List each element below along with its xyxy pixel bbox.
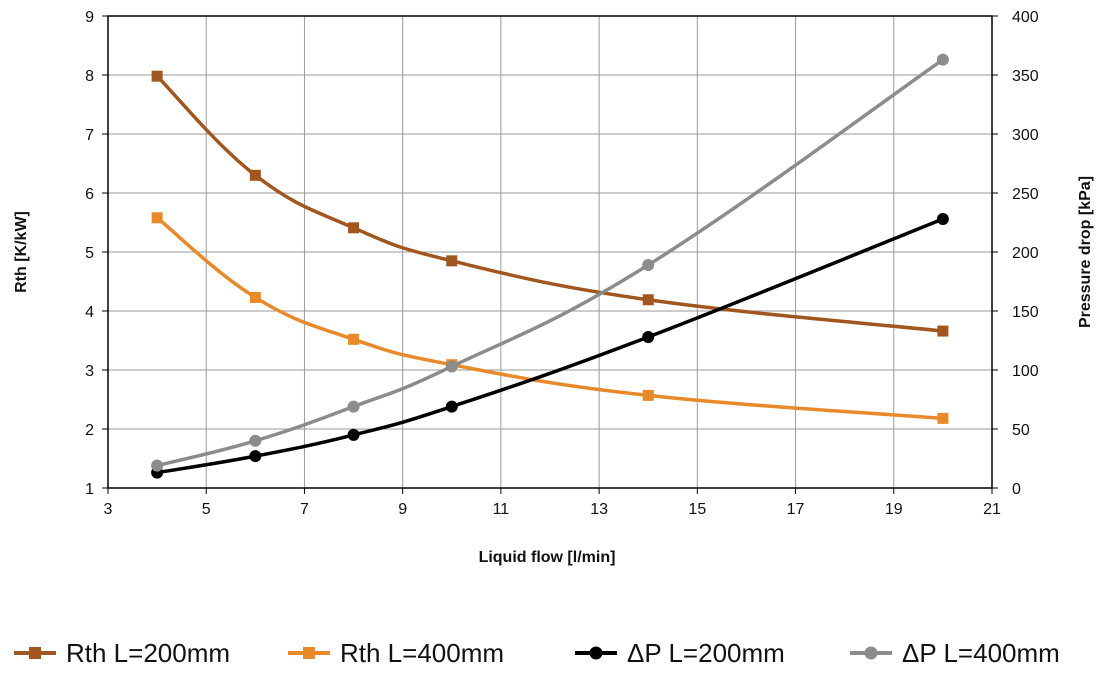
data-point (445, 400, 458, 413)
left-tick-label: 8 (85, 68, 94, 85)
right-tick-label: 50 (1012, 422, 1030, 439)
legend-swatch-marker (29, 647, 41, 659)
legend-swatch-marker (589, 646, 603, 660)
data-point (937, 412, 949, 424)
left-tick-label: 5 (85, 245, 94, 262)
data-point (249, 450, 262, 463)
left-tick-label: 6 (85, 186, 94, 203)
data-point (936, 212, 949, 225)
data-point (249, 169, 261, 181)
right-tick-label: 150 (1012, 304, 1039, 321)
data-point (151, 212, 163, 224)
data-point (642, 294, 654, 306)
data-point (348, 333, 360, 345)
legend-label: ΔP L=400mm (902, 638, 1060, 668)
data-point (642, 330, 655, 343)
series-2 (151, 212, 949, 424)
legend-label: Rth L=400mm (340, 638, 504, 668)
legend: Rth L=200mm Rth L=400mm ΔP L=200mm ΔP L=400… (14, 638, 1060, 668)
right-tick-label: 250 (1012, 186, 1039, 203)
x-tick-label: 11 (493, 501, 510, 518)
x-tick-label: 19 (885, 501, 903, 518)
right-tick-label: 400 (1012, 9, 1039, 26)
legend-item: Rth L=200mm (14, 638, 230, 668)
data-point (642, 389, 654, 401)
data-point (249, 434, 262, 447)
data-point (642, 258, 655, 271)
left-tick-label: 2 (85, 422, 94, 439)
right-tick-label: 200 (1012, 245, 1039, 262)
right-tick-label: 350 (1012, 68, 1039, 85)
legend-label: Rth L=200mm (66, 638, 230, 668)
data-point (937, 325, 949, 337)
x-tick-label: 9 (398, 501, 407, 518)
right-tick-label: 100 (1012, 363, 1039, 380)
series-3 (151, 212, 949, 479)
series-1 (151, 70, 949, 337)
left-tick-label: 4 (85, 304, 94, 321)
x-tick-label: 7 (300, 501, 309, 518)
data-point (347, 400, 360, 413)
data-point (446, 255, 458, 267)
right-tick-label: 300 (1012, 127, 1039, 144)
data-point (347, 428, 360, 441)
data-point (348, 222, 360, 234)
legend-item: ΔP L=200mm (575, 638, 785, 668)
left-axis-ticks: 1 2 3 4 5 6 7 8 9 (85, 9, 108, 498)
data-point (445, 360, 458, 373)
legend-item: ΔP L=400mm (850, 638, 1060, 668)
left-tick-label: 1 (85, 481, 94, 498)
x-tick-label: 3 (104, 501, 113, 518)
x-tick-label: 21 (983, 501, 1001, 518)
plot-frame (107, 15, 993, 489)
series-line (156, 58, 944, 468)
x-axis-title: Liquid flow [l/min] (479, 549, 616, 566)
data-point (249, 291, 261, 303)
right-axis-title: Pressure drop [kPa] (1077, 176, 1094, 328)
x-tick-label: 13 (590, 501, 608, 518)
left-tick-label: 3 (85, 363, 94, 380)
x-tick-label: 17 (787, 501, 805, 518)
x-tick-label: 5 (202, 501, 211, 518)
data-point (151, 459, 164, 472)
series-4 (151, 53, 949, 472)
right-axis-ticks: 0 50 100 150 200 250 300 350 400 (992, 9, 1039, 498)
left-axis-title: Rth [K/kW] (13, 211, 30, 293)
data-point (936, 53, 949, 66)
legend-swatch-marker (303, 647, 315, 659)
x-axis-ticks: 3 5 7 9 11 13 15 17 19 21 (104, 488, 1001, 518)
series-line (155, 74, 944, 333)
left-tick-label: 7 (85, 127, 94, 144)
legend-swatch-marker (864, 646, 878, 660)
legend-label: ΔP L=200mm (627, 638, 785, 668)
legend-item: Rth L=400mm (288, 638, 504, 668)
right-tick-label: 0 (1012, 481, 1021, 498)
left-tick-label: 9 (85, 9, 94, 26)
series-layer (151, 53, 949, 479)
data-point (151, 70, 163, 82)
x-tick-label: 15 (688, 501, 706, 518)
